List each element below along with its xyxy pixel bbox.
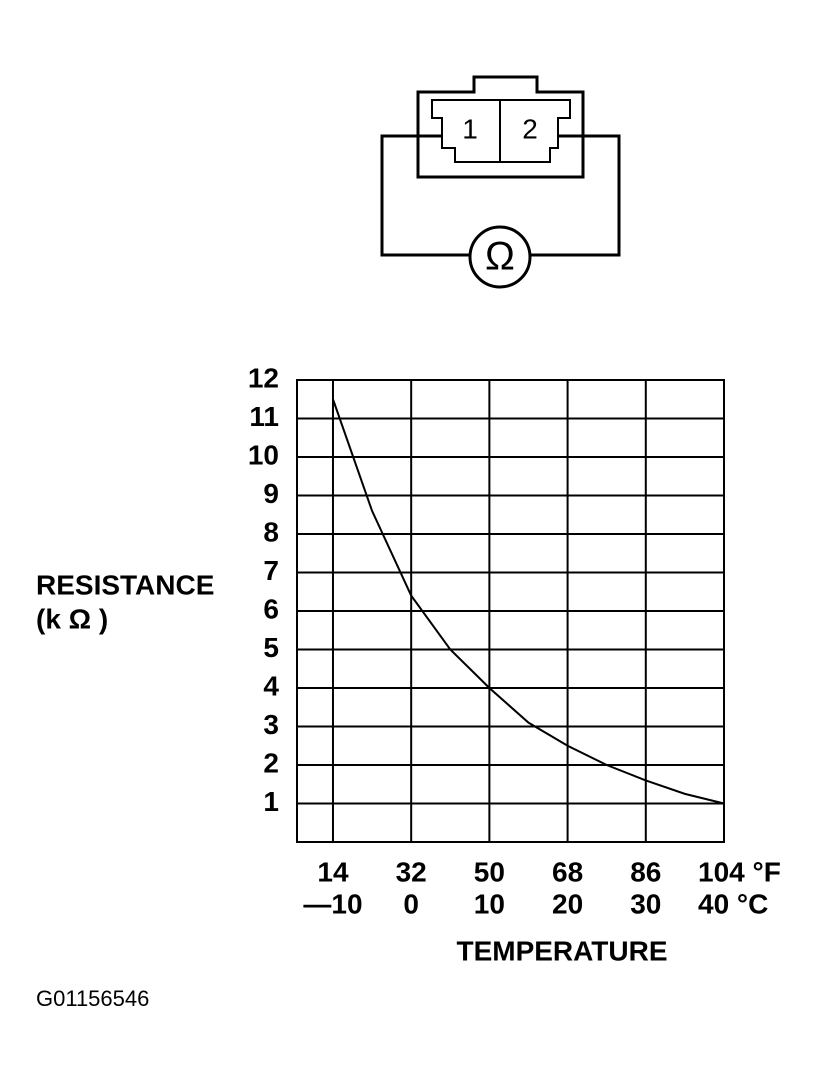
wire bbox=[530, 134, 621, 257]
y-tick-label: 7 bbox=[263, 555, 279, 586]
x2-tick-label: 50 bbox=[474, 856, 505, 887]
x-tick-label: 40 °C bbox=[698, 888, 768, 919]
ohmmeter bbox=[468, 225, 532, 289]
x2-tick-label: 68 bbox=[552, 856, 583, 887]
figure-id: G01156546 bbox=[36, 986, 149, 1011]
y-tick-label: 4 bbox=[263, 670, 279, 701]
x-tick-label: —10 bbox=[303, 888, 362, 919]
y-tick-label: 2 bbox=[263, 747, 279, 778]
y-tick-label: 5 bbox=[263, 632, 279, 663]
connector-body bbox=[416, 75, 585, 179]
line bbox=[332, 398, 725, 805]
y-tick-label: 1 bbox=[263, 786, 279, 817]
x-axis-label: TEMPERATURE bbox=[456, 935, 667, 966]
pin-label: 1 bbox=[462, 113, 478, 144]
y-tick-label: 9 bbox=[263, 478, 279, 509]
x-tick-label: 0 bbox=[403, 888, 419, 919]
x-tick-label: 20 bbox=[552, 888, 583, 919]
x-tick-label: 30 bbox=[630, 888, 661, 919]
y-tick-label: 3 bbox=[263, 709, 279, 740]
y-tick-label: 6 bbox=[263, 593, 279, 624]
y-tick-label: 12 bbox=[248, 362, 279, 393]
y-axis-label: RESISTANCE bbox=[36, 569, 214, 600]
y-tick-label: 11 bbox=[249, 401, 279, 432]
pin-label: 2 bbox=[522, 113, 538, 144]
meter-symbol: Ω bbox=[485, 235, 515, 279]
x2-tick-label: 86 bbox=[630, 856, 661, 887]
x2-tick-label: 104 °F bbox=[698, 856, 781, 887]
wire bbox=[380, 134, 470, 257]
connector-cavity bbox=[431, 99, 571, 163]
y-tick-label: 10 bbox=[248, 439, 279, 470]
y-tick-label: 8 bbox=[263, 516, 279, 547]
x2-tick-label: 32 bbox=[396, 856, 427, 887]
connector-diagram bbox=[380, 75, 621, 289]
y-axis-label: (k Ω ) bbox=[36, 603, 108, 634]
x-tick-label: 10 bbox=[474, 888, 505, 919]
x2-tick-label: 14 bbox=[317, 856, 349, 887]
